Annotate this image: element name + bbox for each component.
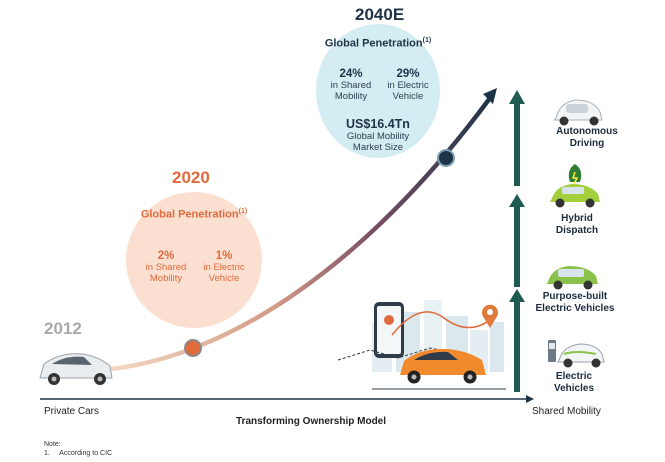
- autonomous-car-icon: [552, 99, 603, 126]
- stage-label-line1: Autonomous: [556, 126, 618, 137]
- stage-label-line1: Hybrid: [561, 213, 593, 224]
- stat-label-line2: Vehicle: [208, 273, 240, 284]
- footnote-item: 1. According to CIC: [44, 450, 113, 457]
- private-car-icon: [39, 353, 113, 385]
- purpose-built-ev-icon: [546, 266, 598, 290]
- stat-label-line2: Vehicle: [392, 91, 424, 102]
- stat-label-line2: Mobility: [149, 273, 183, 284]
- axis-label-private-cars: Private Cars: [44, 406, 100, 417]
- market-size-label-line2: Market Size: [352, 142, 404, 153]
- stat-value: 2%: [157, 250, 175, 262]
- stat-shared-mobility-2040: 24% in Shared Mobility: [324, 68, 378, 102]
- stat-label-line2: Mobility: [334, 91, 368, 102]
- stat-value: 1%: [215, 250, 233, 262]
- stage-hybrid-dispatch: Hybrid Dispatch: [522, 213, 632, 237]
- footnote: Note: 1. According to CIC: [44, 440, 112, 458]
- penetration-bubble-2040: Global Penetration(1) 24% in Shared Mobi…: [316, 24, 440, 158]
- market-size-label-line1: Global Mobility: [346, 131, 410, 142]
- stat-label-line1: in Electric: [387, 80, 429, 91]
- axis-title: Transforming Ownership Model: [236, 416, 387, 427]
- stage-autonomous-driving: Autonomous Driving: [532, 126, 642, 150]
- year-2040e-label: 2040E: [355, 5, 405, 24]
- stage-purpose-built-ev: Purpose-built Electric Vehicles: [520, 291, 630, 315]
- stage-label-line2: Electric Vehicles: [535, 303, 615, 314]
- penetration-bubble-2020: Global Penetration(1) 2% in Shared Mobil…: [126, 192, 262, 328]
- hybrid-car-icon: [550, 164, 600, 208]
- market-size-2040: US$16.4Tn Global Mobility Market Size: [316, 117, 440, 153]
- bubble-2040-title: Global Penetration(1): [316, 34, 440, 51]
- stat-label-line1: in Electric: [203, 262, 245, 273]
- stat-shared-mobility-2020: 2% in Shared Mobility: [138, 250, 194, 284]
- stage-arrows: [509, 90, 525, 392]
- stat-label-line1: in Shared: [330, 80, 372, 91]
- stage-label-line1: Electric: [555, 371, 593, 382]
- marker-2040: [437, 149, 455, 167]
- growth-curve-arrowhead: [483, 88, 497, 104]
- footnote-mark: (1): [422, 37, 432, 44]
- stage-label-line2: Driving: [569, 138, 605, 149]
- electric-vehicle-icon: [548, 340, 605, 368]
- bubble-2020-title-text: Global Penetration: [140, 208, 239, 221]
- axis-label-shared-mobility: Shared Mobility: [532, 406, 601, 417]
- stat-electric-vehicle-2020: 1% in Electric Vehicle: [196, 250, 252, 284]
- stat-value: 29%: [396, 68, 420, 80]
- stage-electric-vehicles: Electric Vehicles: [519, 371, 629, 395]
- bubble-2040-title-text: Global Penetration: [324, 37, 423, 50]
- year-2020-label: 2020: [172, 168, 210, 187]
- stage-label-line2: Vehicles: [553, 383, 595, 394]
- marker-2020: [184, 339, 202, 357]
- stat-label-line1: in Shared: [145, 262, 187, 273]
- x-axis-arrowhead: [526, 395, 534, 403]
- market-size-value: US$16.4Tn: [346, 117, 410, 131]
- year-2012-label: 2012: [44, 319, 82, 338]
- stat-value: 24%: [339, 68, 363, 80]
- bubble-2020-title: Global Penetration(1): [126, 205, 262, 222]
- footnote-heading: Note:: [44, 441, 61, 448]
- city-ride-illustration: [337, 300, 506, 390]
- footnote-mark: (1): [238, 208, 248, 215]
- stat-electric-vehicle-2040: 29% in Electric Vehicle: [380, 68, 436, 102]
- stage-label-line1: Purpose-built: [542, 291, 608, 302]
- stage-label-line2: Dispatch: [555, 225, 599, 236]
